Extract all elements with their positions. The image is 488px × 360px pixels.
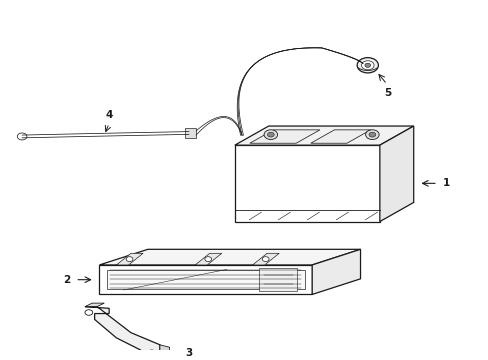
Polygon shape: [85, 307, 160, 357]
Polygon shape: [99, 249, 360, 265]
Circle shape: [147, 350, 155, 356]
Circle shape: [368, 132, 375, 137]
Circle shape: [85, 310, 93, 315]
Polygon shape: [195, 253, 222, 265]
Polygon shape: [234, 145, 379, 221]
Circle shape: [361, 61, 373, 70]
Text: 4: 4: [105, 110, 113, 120]
Polygon shape: [106, 270, 305, 289]
Bar: [184, 128, 196, 138]
Polygon shape: [234, 126, 413, 145]
Text: 1: 1: [442, 178, 449, 188]
Circle shape: [267, 132, 274, 137]
Bar: [259, 269, 297, 291]
Polygon shape: [310, 130, 370, 143]
Polygon shape: [99, 265, 311, 294]
Polygon shape: [116, 253, 143, 265]
Polygon shape: [252, 253, 279, 265]
Circle shape: [264, 130, 277, 139]
Circle shape: [365, 130, 378, 139]
Circle shape: [356, 58, 378, 73]
Circle shape: [262, 257, 268, 262]
Text: 3: 3: [184, 348, 192, 358]
Text: 5: 5: [384, 87, 391, 98]
Polygon shape: [249, 130, 319, 143]
Circle shape: [204, 257, 211, 262]
Polygon shape: [85, 303, 104, 307]
Polygon shape: [311, 249, 360, 294]
Circle shape: [17, 133, 27, 140]
Circle shape: [126, 257, 133, 262]
Polygon shape: [160, 345, 169, 357]
Polygon shape: [379, 126, 413, 221]
Text: 2: 2: [63, 275, 70, 285]
Circle shape: [364, 63, 370, 67]
